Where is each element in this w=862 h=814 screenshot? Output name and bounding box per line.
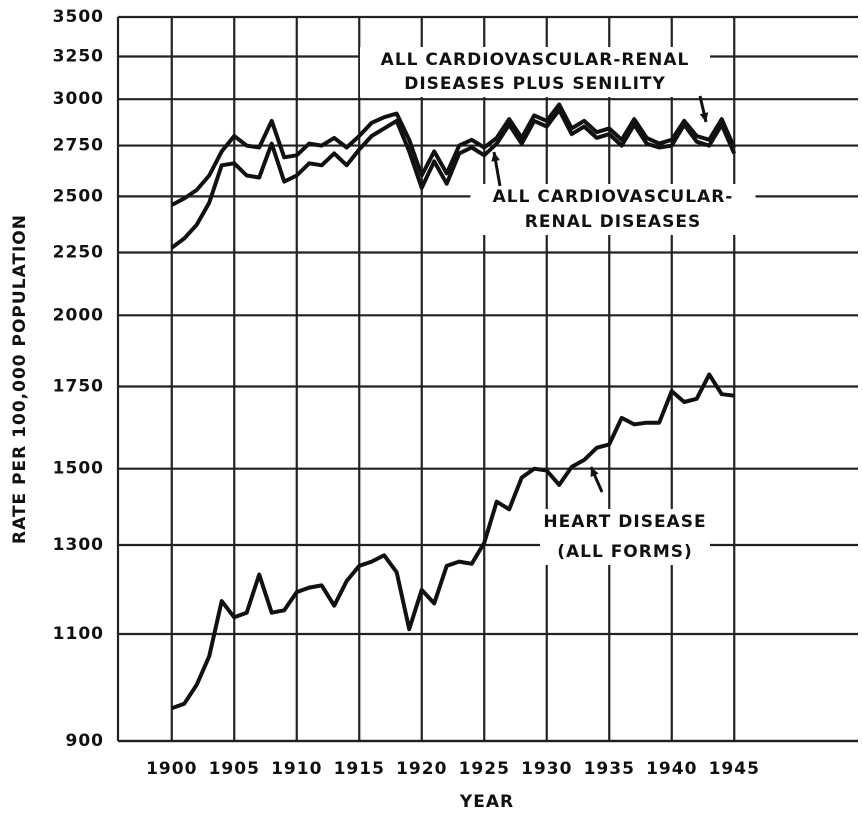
- annotation: ALL CARDIOVASCULAR-RENAL: [381, 50, 690, 70]
- annotation: (ALL FORMS): [557, 542, 693, 562]
- y-tick-label: 1300: [53, 535, 104, 555]
- arrow-head: [491, 152, 500, 162]
- y-tick-label: 1750: [53, 377, 104, 397]
- series-line: [170, 107, 737, 250]
- x-tick-label: 1930: [521, 759, 572, 779]
- y-tick-label: 1500: [53, 459, 104, 479]
- y-tick-label: 2250: [53, 243, 104, 263]
- x-tick-label: 1935: [584, 759, 635, 779]
- x-axis-label: YEAR: [459, 792, 514, 812]
- x-tick-label: 1945: [709, 759, 760, 779]
- series-line: [171, 372, 735, 711]
- annotation: RENAL DISEASES: [525, 212, 701, 232]
- y-tick-label: 3000: [53, 89, 104, 109]
- x-tick-label: 1905: [209, 759, 260, 779]
- y-tick-label: 900: [66, 731, 105, 751]
- y-tick-label: 2750: [53, 136, 104, 156]
- annotation-bg: [540, 509, 710, 565]
- x-tick-label: 1900: [146, 759, 197, 779]
- y-tick-label: 3250: [53, 47, 104, 67]
- y-axis-label: RATE PER 100,000 POPULATION: [10, 214, 30, 544]
- x-tick-label: 1915: [334, 759, 385, 779]
- x-tick-label: 1940: [646, 759, 697, 779]
- arrow-head: [590, 467, 599, 477]
- x-tick-label: 1910: [271, 759, 322, 779]
- annotation-bg: [470, 184, 756, 235]
- x-tick-label: 1925: [459, 759, 510, 779]
- y-tick-label: 2000: [53, 305, 104, 325]
- y-tick-label: 2500: [53, 186, 104, 206]
- annotation: HEART DISEASE: [543, 512, 706, 532]
- y-tick-label: 3500: [53, 7, 104, 27]
- x-tick-label: 1920: [396, 759, 447, 779]
- annotation: ALL CARDIOVASCULAR-: [493, 187, 734, 207]
- arrow-head: [699, 112, 709, 122]
- annotation-bg: [360, 47, 710, 97]
- series-line: [170, 102, 737, 207]
- y-tick-label: 1100: [53, 624, 104, 644]
- annotation: DISEASES PLUS SENILITY: [404, 74, 666, 94]
